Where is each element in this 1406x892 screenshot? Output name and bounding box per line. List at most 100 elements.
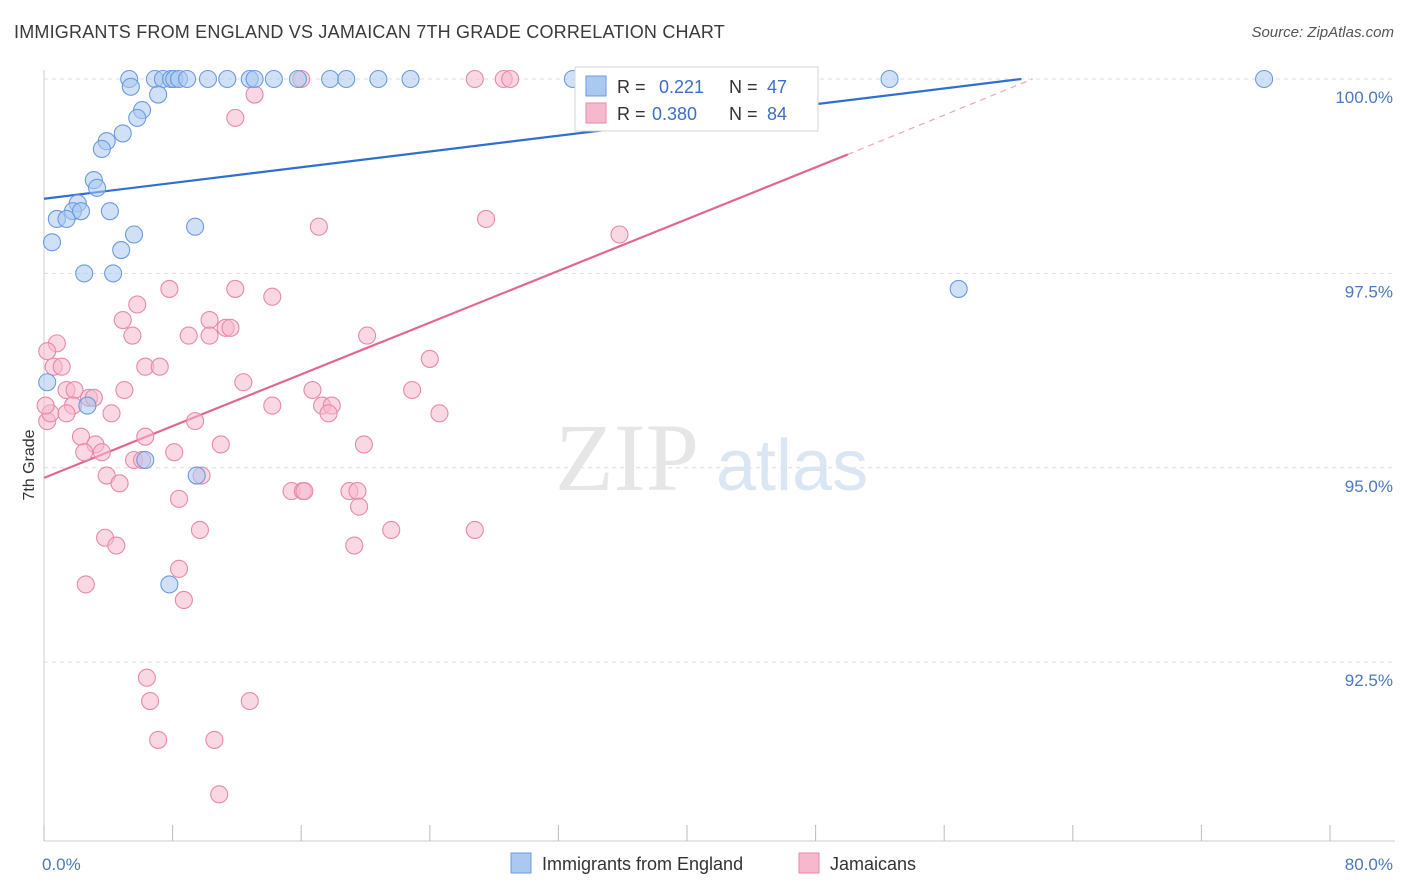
jamaican-point [303,380,322,400]
england-point [78,396,97,415]
trend-lines [43,77,1033,479]
watermark-zip: ZIP [555,404,699,511]
jamaican-point [354,435,373,454]
england-point [369,69,388,89]
stats-jamaican-r-label: R = [617,104,646,124]
jamaican-point [226,108,245,127]
jamaican-point [350,497,369,516]
jamaican-point [76,575,95,594]
england-point [264,69,283,89]
jamaican-point [174,590,193,610]
england-point [218,69,237,89]
y-tick-label: 97.5% [1345,282,1393,301]
england-point [178,69,197,89]
jamaican-point [179,326,198,345]
england-point [160,575,179,594]
jamaican-point [465,520,484,540]
grid-lines [44,78,1395,663]
y-axis-label: 7th Grade [21,429,38,500]
jamaican-point [610,225,629,244]
x-tick-label: 0.0% [42,855,81,874]
jamaican-point [141,691,160,711]
stats-england-r-label: R = [617,77,646,97]
stats-england-swatch [585,75,607,97]
england-point [198,69,218,89]
jamaican-point [348,482,367,501]
england-point [337,69,356,89]
jamaican-point [169,559,189,578]
england-point [104,264,123,283]
jamaican-trend-extension [847,78,1033,155]
jamaican-point [136,427,155,446]
england-point [113,124,132,143]
jamaican-point [165,443,184,462]
jamaican-point [403,380,422,400]
jamaican-point [382,520,401,540]
england-point [42,233,62,252]
legend-england-swatch [510,852,532,874]
england-point [186,217,205,236]
england-point [187,466,206,485]
england-point [57,209,76,229]
jamaican-point [345,536,364,555]
jamaican-point [128,295,147,314]
legend: Immigrants from England Jamaicans [510,852,916,874]
jamaican-point [263,287,282,306]
y-tick-label: 92.5% [1345,671,1393,690]
england-point [321,69,340,89]
jamaican-point [52,357,71,376]
england-point [136,450,155,470]
jamaican-point [245,85,264,104]
england-point [92,139,111,159]
jamaican-point [263,396,282,415]
jamaican-point [309,217,328,236]
jamaican-point [358,326,377,345]
jamaican-point [169,489,189,508]
jamaican-point [150,357,169,376]
jamaican-point [211,435,230,454]
england-point [128,108,147,127]
x-tick-label: 80.0% [1345,855,1393,874]
legend-jamaican-swatch [798,852,820,874]
england-point [949,279,968,298]
england-point [75,264,94,283]
jamaican-point [75,443,94,462]
jamaican-point [226,279,245,298]
stats-england-n-label: N = [729,77,758,97]
jamaican-point [160,279,179,298]
jamaican-point [501,69,520,89]
jamaican-point [115,380,134,400]
jamaican-point [465,69,484,89]
jamaican-point [113,310,132,330]
jamaican-point [234,373,253,392]
jamaican-point [200,310,219,330]
england-point [1255,69,1274,89]
stats-jamaican-n-value: 84 [767,104,787,124]
stats-jamaican-n-label: N = [729,104,758,124]
jamaican-trend-line [43,153,849,479]
jamaican-point [36,396,55,415]
jamaican-point [190,520,209,540]
jamaican-point [319,404,338,423]
chart-title: IMMIGRANTS FROM ENGLAND VS JAMAICAN 7TH … [14,22,726,42]
jamaican-point [149,730,168,749]
england-point [100,202,119,221]
jamaican-point [137,668,156,687]
england-point [112,241,131,260]
jamaican-point [240,691,259,711]
jamaican-point [186,412,205,431]
england-point [38,373,57,392]
england-point [880,69,899,89]
stats-jamaican-swatch [585,102,607,124]
stats-jamaican-r-value: 0.380 [652,104,697,124]
y-tick-label: 100.0% [1335,88,1393,107]
jamaican-point [295,482,314,501]
stats-box: R = 0.221 N = 47 R = 0.380 N = 84 [574,66,819,132]
jamaican-point [57,404,76,423]
england-point [288,69,308,89]
x-tick-labels: 0.0% 80.0% [42,855,1393,874]
jamaican-point [38,342,57,361]
stats-england-n-value: 47 [767,77,787,97]
jamaican-point [123,326,142,345]
legend-england-label: Immigrants from England [542,854,743,874]
